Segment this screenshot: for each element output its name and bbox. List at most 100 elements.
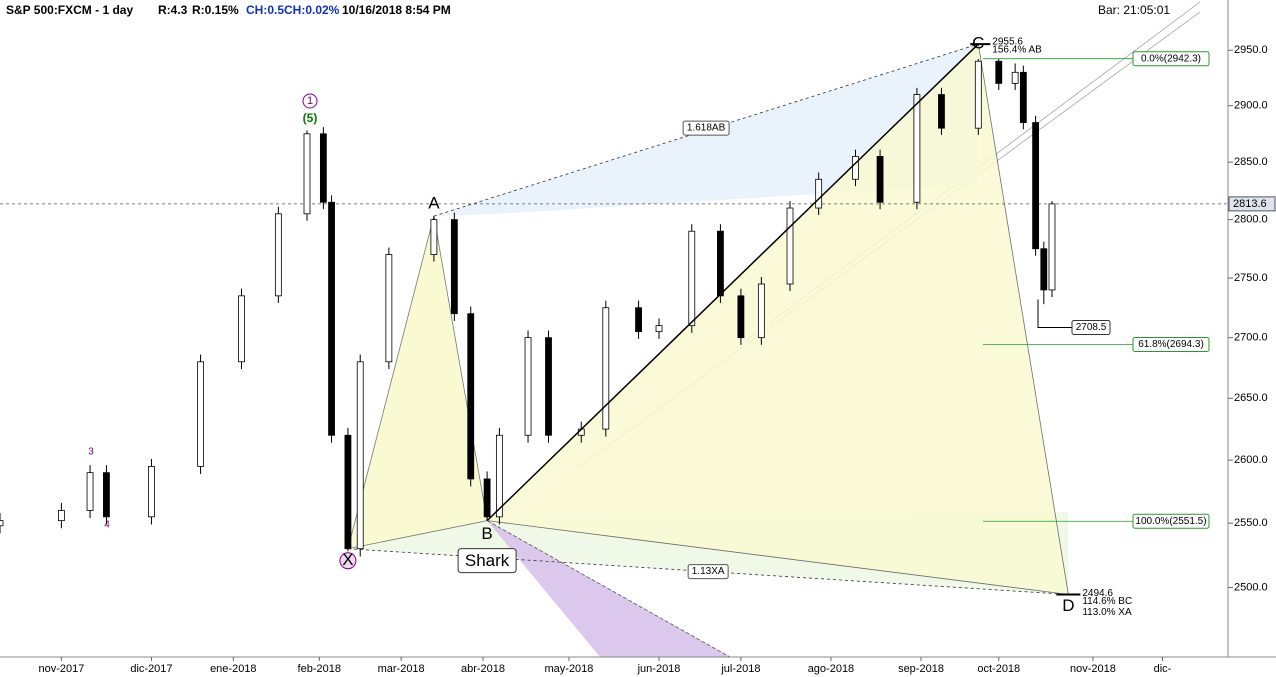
fib-label-box bbox=[1132, 337, 1210, 353]
candle-body bbox=[148, 465, 155, 518]
candle-body bbox=[495, 434, 503, 518]
candle-body bbox=[344, 434, 352, 550]
x-tick-label: nov-2017 bbox=[38, 663, 84, 675]
x-tick-label: dic- bbox=[1154, 663, 1172, 675]
candle-body bbox=[0, 520, 4, 527]
candle-body bbox=[974, 60, 982, 129]
candle-body bbox=[913, 94, 921, 203]
y-tick-label: 2550.0 bbox=[1234, 517, 1268, 529]
candle-body bbox=[303, 133, 311, 215]
header-datetime: 10/16/2018 8:54 PM bbox=[342, 3, 451, 17]
y-tick-label: 2650.0 bbox=[1234, 392, 1268, 404]
candle-body bbox=[815, 178, 823, 209]
x-tick-label: dic-2017 bbox=[130, 663, 172, 675]
pattern-name-box bbox=[457, 548, 517, 574]
candle-body bbox=[274, 213, 282, 297]
d-price: 2494.6 bbox=[1082, 588, 1113, 599]
x-circle bbox=[339, 552, 357, 570]
candle-body bbox=[876, 156, 884, 203]
candle-body bbox=[319, 133, 327, 203]
candle-body bbox=[717, 230, 724, 297]
pattern-point-label: A bbox=[428, 194, 440, 213]
candle-body bbox=[1019, 71, 1027, 123]
candle-body bbox=[1040, 248, 1048, 291]
pattern-name: Shark bbox=[465, 551, 510, 570]
header-r-pct: R:0.15% bbox=[192, 3, 239, 17]
x-tick-label: feb-2018 bbox=[298, 663, 341, 675]
xd-ratio-box bbox=[687, 564, 729, 580]
y-tick-label: 2500.0 bbox=[1234, 581, 1268, 593]
x-tick-label: abr-2018 bbox=[461, 663, 505, 675]
fib-label: 0.0%(2942.3) bbox=[1141, 53, 1201, 64]
xd-ratio: 1.13XA bbox=[692, 566, 725, 577]
candle-body bbox=[86, 472, 94, 511]
ac-ratio: 1.618AB bbox=[687, 123, 726, 134]
wave-label: (5) bbox=[303, 111, 318, 125]
wave-circle bbox=[302, 93, 318, 109]
fib-label: 61.8%(2694.3) bbox=[1138, 339, 1204, 350]
y-tick-label: 2950.0 bbox=[1234, 44, 1268, 56]
last-price-label: 2813.6 bbox=[1233, 198, 1267, 210]
y-tick-label: 2700.0 bbox=[1234, 332, 1268, 344]
header-r: R:4.3 bbox=[158, 3, 188, 17]
candle-body bbox=[524, 337, 532, 436]
low-marker-line bbox=[1037, 299, 1072, 328]
wave-label: 1 bbox=[307, 95, 313, 107]
ac-line bbox=[433, 43, 979, 217]
wave-label: 3 bbox=[88, 447, 94, 458]
candle-body bbox=[1048, 203, 1056, 291]
candle-body bbox=[356, 361, 364, 550]
candle-body bbox=[483, 478, 491, 518]
candle-body bbox=[995, 60, 1003, 84]
last-price-box bbox=[1228, 196, 1276, 212]
candle-body bbox=[450, 219, 458, 315]
header-ch-pct: CH:0.02% bbox=[284, 3, 340, 17]
candle-body bbox=[238, 295, 245, 363]
candle-body bbox=[385, 254, 393, 363]
x-tick-label: mar-2018 bbox=[378, 663, 425, 675]
bc-line bbox=[486, 43, 979, 522]
xab-zone bbox=[347, 216, 488, 550]
pattern-point-label: D bbox=[1062, 596, 1074, 615]
header-ch: CH:0.5 bbox=[246, 3, 284, 17]
y-tick-label: 2800.0 bbox=[1234, 214, 1268, 226]
x-tick-label: oct-2018 bbox=[977, 663, 1020, 675]
low-marker-label: 2708.5 bbox=[1076, 322, 1107, 333]
candle-body bbox=[757, 283, 765, 339]
x-tick-label: may-2018 bbox=[545, 663, 594, 675]
header-symbol: S&P 500:FXCM - 1 day bbox=[6, 3, 133, 17]
x-tick-label: jul-2018 bbox=[720, 663, 760, 675]
candle-body bbox=[197, 361, 204, 467]
candle-body bbox=[1032, 122, 1040, 250]
x-tick-label: nov-2018 bbox=[1070, 663, 1116, 675]
x-tick-label: sep-2018 bbox=[898, 663, 944, 675]
x-tick-label: jun-2018 bbox=[637, 663, 681, 675]
candle-body bbox=[602, 307, 610, 430]
projection-edge bbox=[486, 520, 731, 658]
candle-body bbox=[430, 219, 438, 255]
low-marker-box bbox=[1071, 319, 1111, 335]
candle-body bbox=[655, 325, 663, 333]
d-ratio: 113.0% XA bbox=[1082, 607, 1132, 618]
y-tick-label: 2850.0 bbox=[1234, 156, 1268, 168]
c-price: 2955.6 bbox=[992, 37, 1023, 48]
candle-body bbox=[328, 201, 335, 436]
y-tick-label: 2750.0 bbox=[1234, 272, 1268, 284]
y-tick-label: 2600.0 bbox=[1234, 454, 1268, 466]
fib-label-box bbox=[1132, 51, 1210, 67]
c-ratio: 156.4% AB bbox=[992, 45, 1042, 56]
candle-body bbox=[545, 337, 552, 436]
candle-body bbox=[938, 94, 945, 129]
pattern-point-label: X bbox=[342, 550, 353, 569]
candle-body bbox=[58, 510, 65, 522]
pattern-point-label: B bbox=[481, 524, 492, 543]
candle-body bbox=[635, 307, 642, 333]
fib-label-box bbox=[1132, 513, 1210, 529]
header-bar: Bar: 21:05:01 bbox=[1098, 3, 1170, 17]
d-ratio: 114.6% BC bbox=[1082, 596, 1132, 607]
candle-body bbox=[467, 313, 475, 480]
ac-ratio-box bbox=[682, 120, 730, 136]
candle-body bbox=[737, 295, 745, 339]
x-tick-label: ago-2018 bbox=[808, 663, 855, 675]
